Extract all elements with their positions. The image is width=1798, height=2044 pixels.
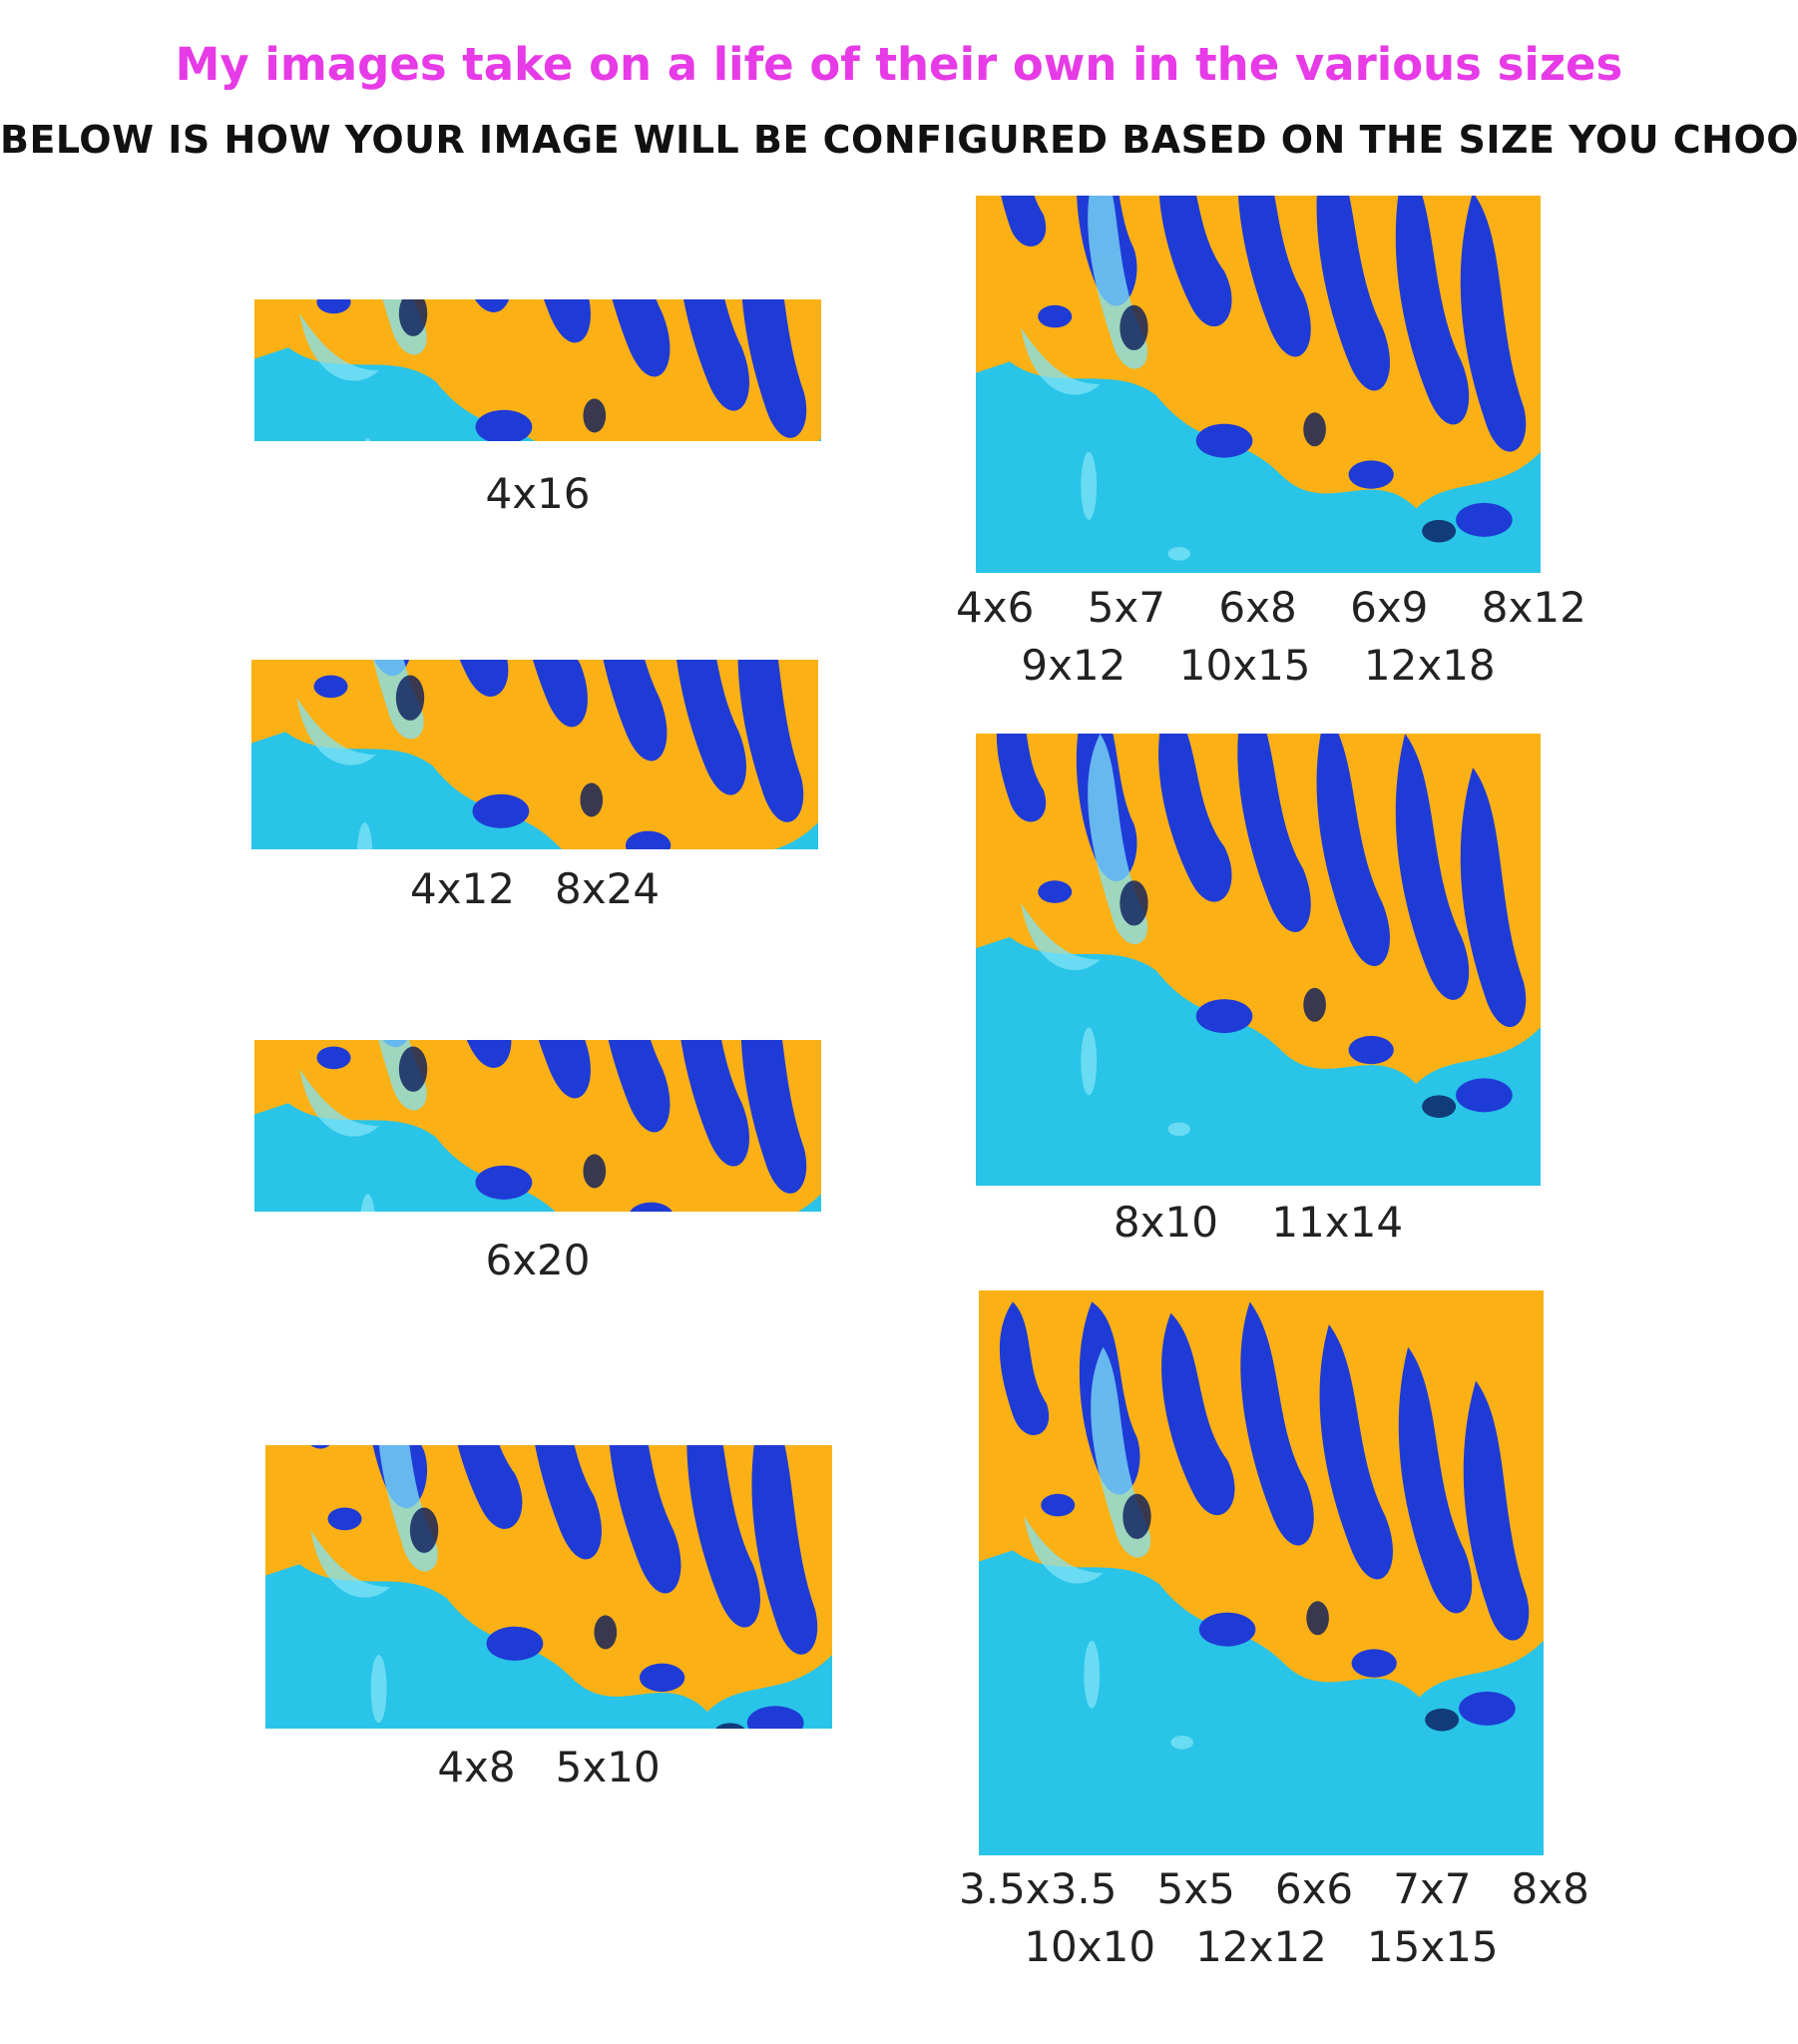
preview-caption-8x10: 8x10 11x14 xyxy=(1113,1198,1404,1247)
preview-caption-4x16: 4x16 xyxy=(485,469,591,518)
preview-caption-square: 3.5x3.5 5x5 6x6 7x7 8x8 10x10 12x12 15x1… xyxy=(959,1864,1589,1971)
preview-caption-4x8: 4x8 5x10 xyxy=(437,1743,661,1791)
preview-image-square xyxy=(979,1290,1544,1855)
abstract-paint-artwork xyxy=(251,660,818,849)
preview-image-6x20 xyxy=(254,1040,821,1212)
page-headline: My images take on a life of their own in… xyxy=(175,38,1623,91)
abstract-paint-artwork xyxy=(976,734,1541,1186)
abstract-paint-artwork xyxy=(254,1040,821,1212)
preview-caption-6x20: 6x20 xyxy=(485,1236,591,1284)
page-subheadline: BELOW IS HOW YOUR IMAGE WILL BE CONFIGUR… xyxy=(0,118,1798,162)
abstract-paint-artwork xyxy=(265,1445,832,1729)
abstract-paint-artwork xyxy=(976,196,1541,573)
preview-caption-4x12: 4x12 8x24 xyxy=(409,864,661,913)
abstract-paint-artwork xyxy=(254,299,821,441)
preview-image-4x16 xyxy=(254,299,821,441)
preview-caption-4x6: 4x6 5x7 6x8 6x9 8x12 9x12 10x15 12x18 xyxy=(956,583,1586,690)
preview-image-4x8 xyxy=(265,1445,832,1729)
abstract-paint-artwork xyxy=(979,1290,1544,1855)
preview-image-4x6 xyxy=(976,196,1541,573)
preview-image-4x12 xyxy=(251,660,818,849)
preview-image-8x10 xyxy=(976,734,1541,1186)
